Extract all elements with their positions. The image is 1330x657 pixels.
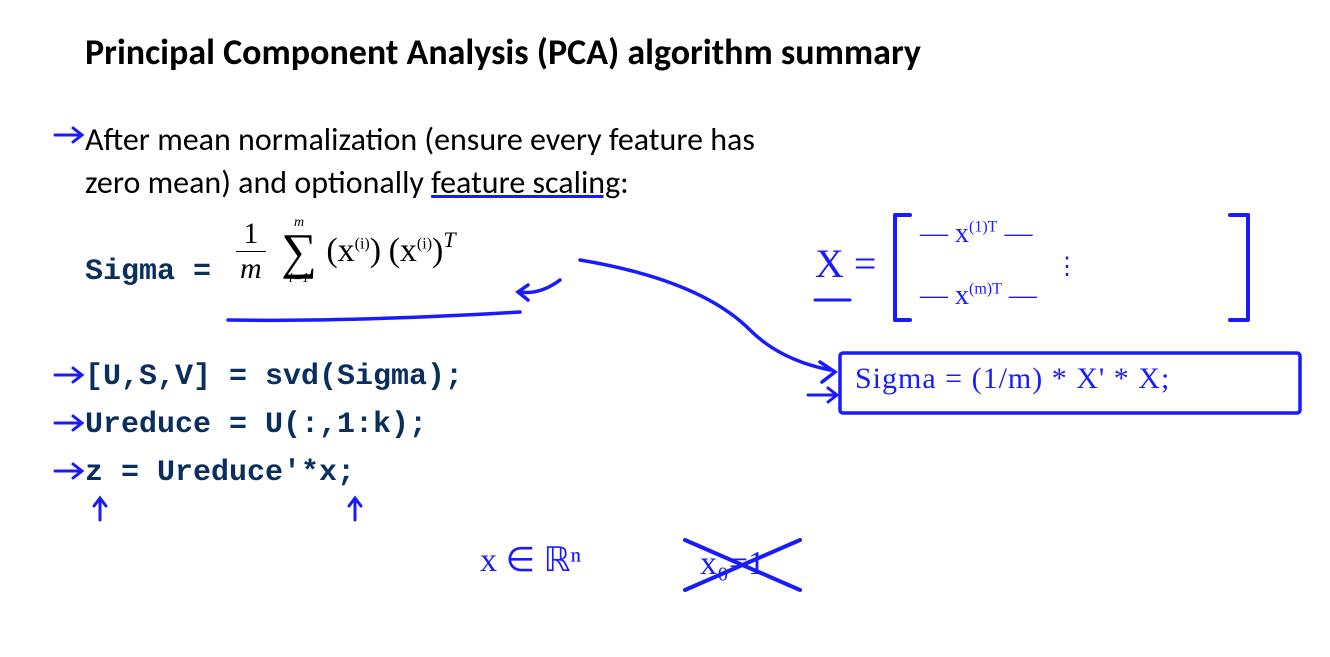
term1-sup: (i) [355, 236, 370, 253]
term1-open: (x [326, 232, 354, 269]
hw-x-in-rn: x ∈ ℝⁿ [480, 540, 581, 580]
term2-close: ) [432, 232, 443, 269]
transpose: T [443, 227, 455, 252]
hw-crossed: x₀=1 [700, 545, 765, 583]
body-line1: After mean normalization (ensure every f… [85, 120, 755, 159]
body-line2-prefix: zero mean) and optionally [85, 163, 431, 202]
code-ureduce: Ureduce = U(:,1:k); [85, 408, 427, 442]
code-svd: [U,S,V] = svd(Sigma); [85, 360, 463, 394]
frac-den: m [236, 252, 266, 286]
body-text: After mean normalization (ensure every f… [85, 118, 755, 204]
body-line2-suffix: : [620, 163, 629, 202]
hw-sigma-eq: Sigma = (1/m) * X' * X; [855, 362, 1170, 396]
term1-close: ) [370, 232, 381, 269]
hw-matrix-row2: — x(m)T — [920, 280, 1037, 312]
hw-matrix-row1: — x(1)T — [920, 218, 1032, 250]
term2-open: (x [389, 232, 417, 269]
slide-title: Principal Component Analysis (PCA) algor… [85, 30, 921, 74]
hw-matrix-dots: ⋮ [1055, 252, 1079, 281]
term2-sup: (i) [417, 236, 432, 253]
sigma-label: Sigma = [85, 255, 211, 289]
body-line2-underlined: feature scaling [431, 163, 620, 202]
sum-sym: ∑ [281, 231, 317, 271]
hw-x-equals: X = [815, 240, 876, 287]
sigma-formula: 1 m m ∑ i=1 (x(i)) (x(i)) T [230, 215, 456, 287]
code-z: z = Ureduce'*x; [85, 456, 355, 490]
frac-num: 1 [236, 217, 266, 252]
annotation-svg [0, 0, 1330, 657]
